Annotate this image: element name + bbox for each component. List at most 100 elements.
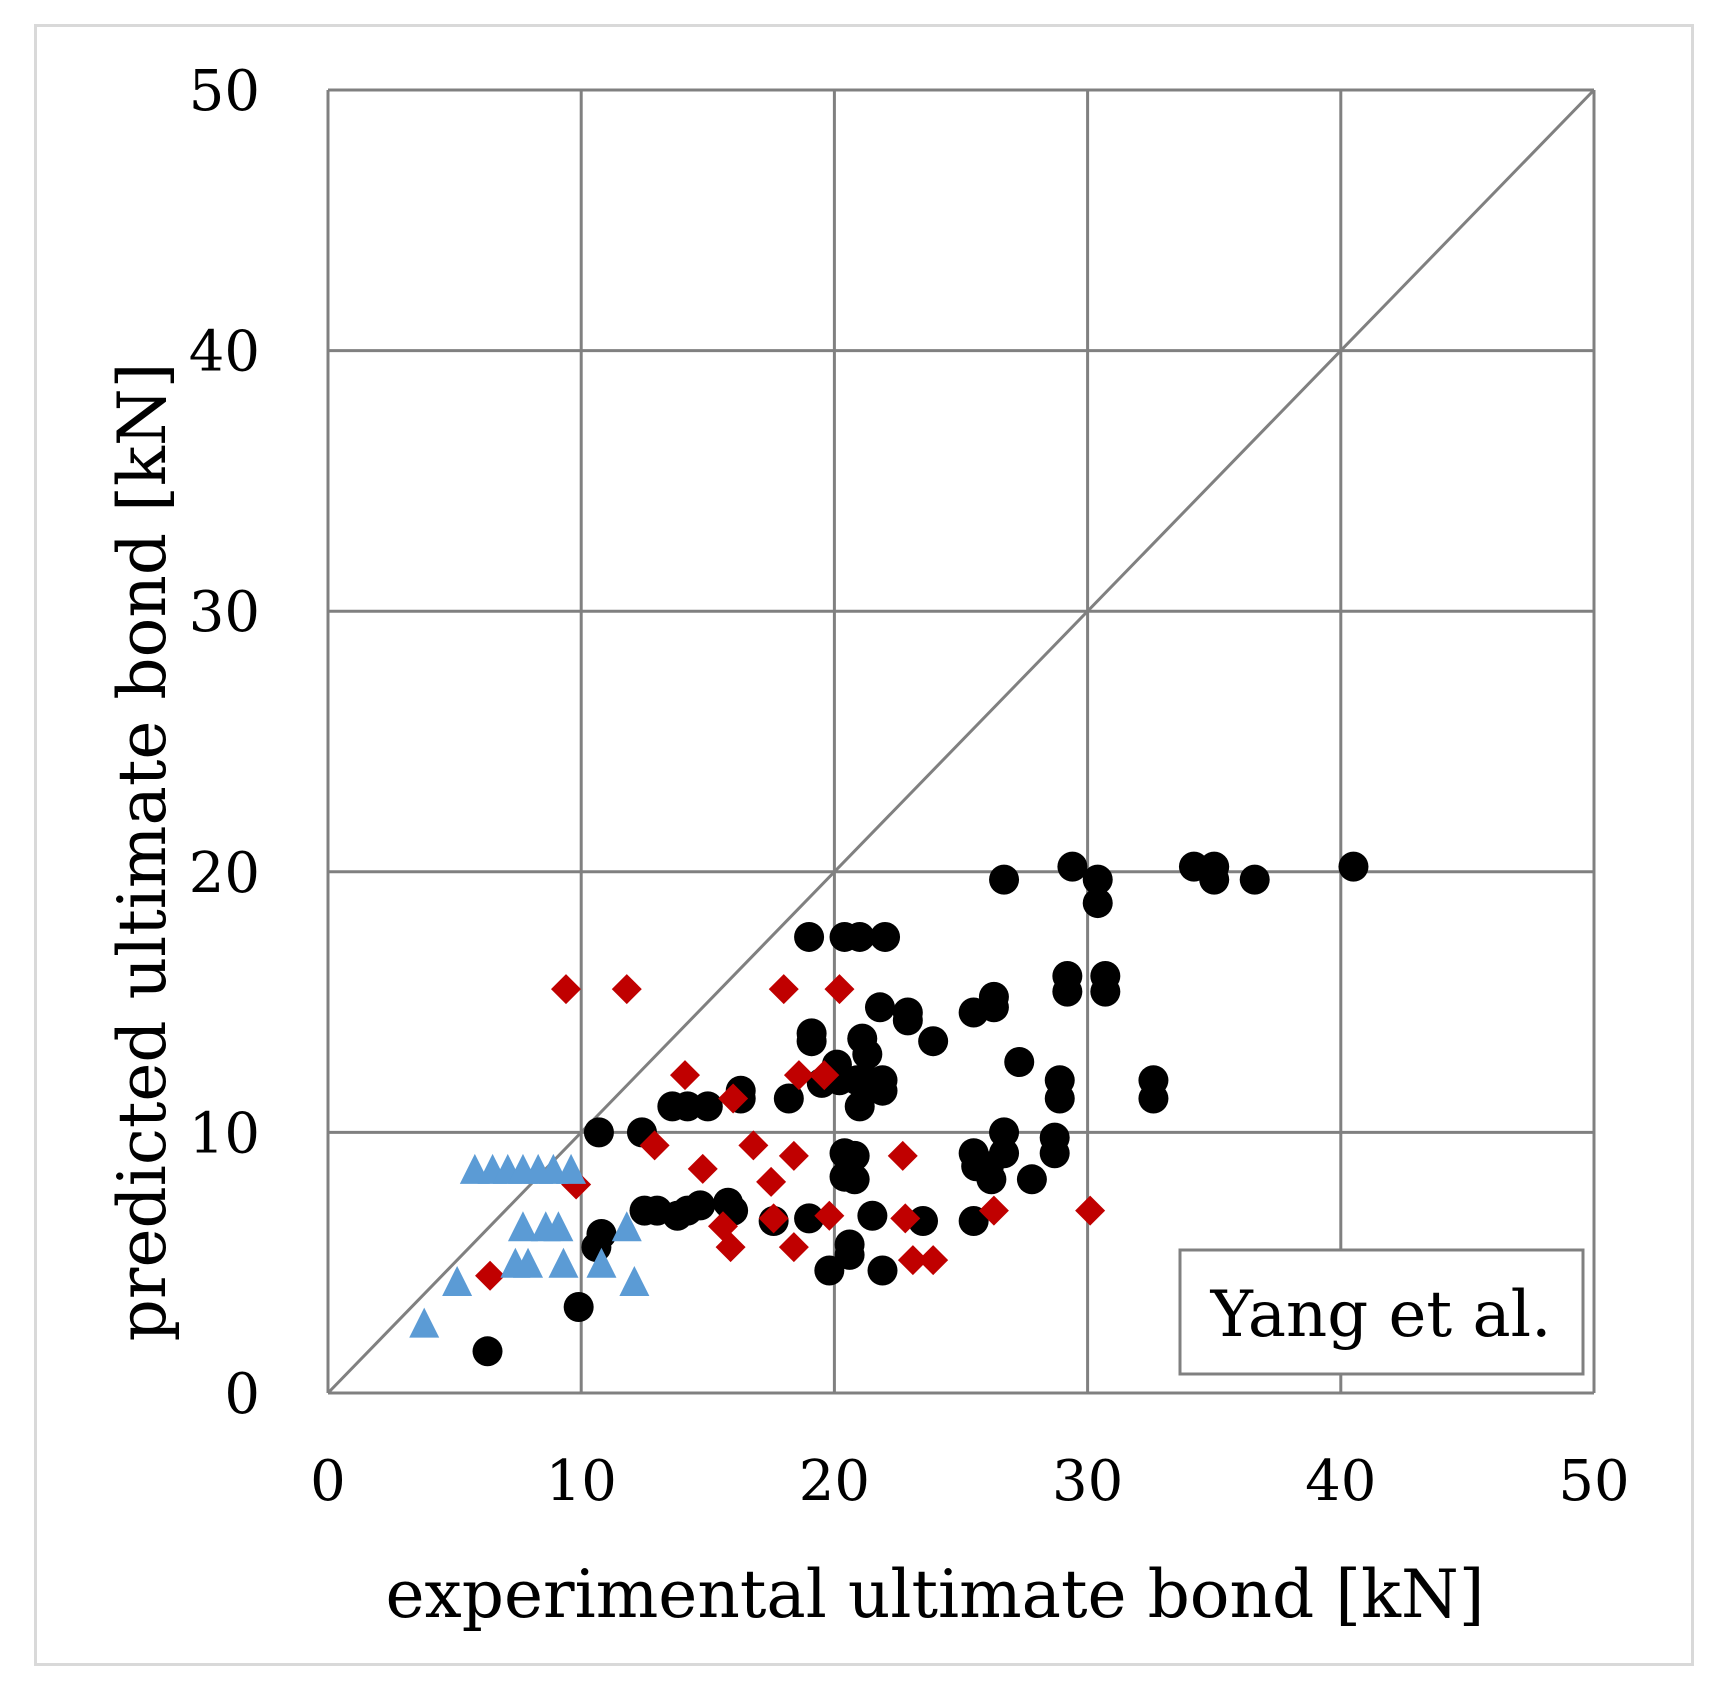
diamond-point (1075, 1195, 1106, 1226)
circle-point (834, 1239, 865, 1270)
triangle-point (409, 1307, 440, 1338)
diamond-point (715, 1232, 746, 1263)
diamond-point (978, 1195, 1009, 1226)
diamond-point (738, 1130, 769, 1161)
x-axis-title: experimental ultimate bond [kN] (385, 1556, 1484, 1633)
circle-point (958, 1206, 989, 1237)
x-tick-label-40: 40 (1305, 1449, 1376, 1514)
circle-point (1338, 851, 1369, 882)
circle-point (1090, 976, 1121, 1007)
circle-point (1004, 1047, 1035, 1078)
circle-point (844, 921, 875, 952)
equality-line (326, 88, 1596, 1395)
triangle-point (543, 1211, 574, 1242)
circle-point (581, 1232, 612, 1263)
diamond-point (824, 974, 855, 1005)
series-triangles (409, 1153, 650, 1338)
circle-point (1199, 864, 1230, 895)
y-tick-label-20: 20 (189, 841, 260, 906)
circle-point (1239, 864, 1270, 895)
circle-point (773, 1083, 804, 1114)
x-tick-label-50: 50 (1558, 1449, 1629, 1514)
diamond-point (551, 974, 582, 1005)
circle-point (1057, 851, 1088, 882)
triangle-point (611, 1211, 642, 1242)
diamond-point (475, 1260, 506, 1291)
diamond-point (890, 1203, 921, 1234)
x-tick-label-10: 10 (546, 1449, 617, 1514)
legend-border (1178, 1248, 1585, 1376)
circle-point (870, 921, 901, 952)
y-tick-label-10: 10 (189, 1101, 260, 1166)
circle-point (583, 1117, 614, 1148)
diamond-point (814, 1200, 845, 1231)
circle-point (864, 992, 895, 1023)
diamond-point (918, 1245, 949, 1276)
circle-point (976, 1164, 1007, 1195)
circle-point (685, 1190, 716, 1221)
series-circles (472, 851, 1369, 1367)
triangle-point (507, 1211, 538, 1242)
circle-point (989, 864, 1020, 895)
y-tick-label-0: 0 (224, 1362, 260, 1427)
circle-point (794, 921, 825, 952)
circle-point (794, 1203, 825, 1234)
circle-point (1016, 1164, 1047, 1195)
y-tick-label-30: 30 (189, 580, 260, 645)
circle-point (1082, 888, 1113, 919)
reference-line-layer (326, 88, 1596, 1395)
circle-point (908, 1206, 939, 1237)
circle-point (989, 1138, 1020, 1169)
data-points (409, 851, 1369, 1367)
x-tick-label-30: 30 (1052, 1449, 1123, 1514)
circle-point (472, 1336, 503, 1367)
triangle-point (619, 1265, 650, 1296)
series-diamonds (475, 974, 1106, 1291)
triangle-point (513, 1247, 544, 1278)
diamond-point (783, 1060, 814, 1091)
diamond-point (887, 1140, 918, 1171)
circle-point (852, 1039, 883, 1070)
triangle-point (442, 1265, 473, 1296)
diamond-point (778, 1140, 809, 1171)
y-tick-label-50: 50 (189, 59, 260, 124)
circle-point (978, 992, 1009, 1023)
circle-point (1082, 864, 1113, 895)
x-tick-label-0: 0 (310, 1449, 346, 1514)
diamond-point (687, 1153, 718, 1184)
y-axis-title: predicted ultimate bond [kN] (104, 363, 181, 1342)
circle-point (867, 1255, 898, 1286)
circle-point (1044, 1083, 1075, 1114)
circle-point (1052, 976, 1083, 1007)
circle-point (839, 1140, 870, 1171)
diamond-point (809, 1060, 840, 1091)
circle-point (814, 1255, 845, 1286)
circle-point (1138, 1083, 1169, 1114)
y-tick-label-40: 40 (189, 320, 260, 385)
triangle-point (548, 1247, 579, 1278)
diamond-point (758, 1203, 789, 1234)
x-tick-label-20: 20 (799, 1449, 870, 1514)
circle-point (839, 1164, 870, 1195)
diamond-point (756, 1166, 787, 1197)
diamond-point (611, 974, 642, 1005)
circle-point (1039, 1138, 1070, 1169)
triangle-point (556, 1153, 587, 1184)
diamond-point (718, 1083, 749, 1114)
circle-point (563, 1292, 594, 1323)
grid-lines (326, 88, 1596, 1395)
diamond-point (778, 1232, 809, 1263)
circle-point (844, 1091, 875, 1122)
legend-box: Yang et al. (1178, 1248, 1585, 1376)
circle-point (918, 1026, 949, 1057)
triangle-point (586, 1247, 617, 1278)
circle-point (692, 1091, 723, 1122)
diamond-point (897, 1245, 928, 1276)
circle-point (796, 1026, 827, 1057)
circle-point (867, 1065, 898, 1096)
circle-point (892, 1005, 923, 1036)
tick-labels: 0 10 20 30 40 50 0 10 20 30 40 50 (189, 59, 1630, 1514)
circle-point (857, 1200, 888, 1231)
diamond-point (639, 1130, 670, 1161)
